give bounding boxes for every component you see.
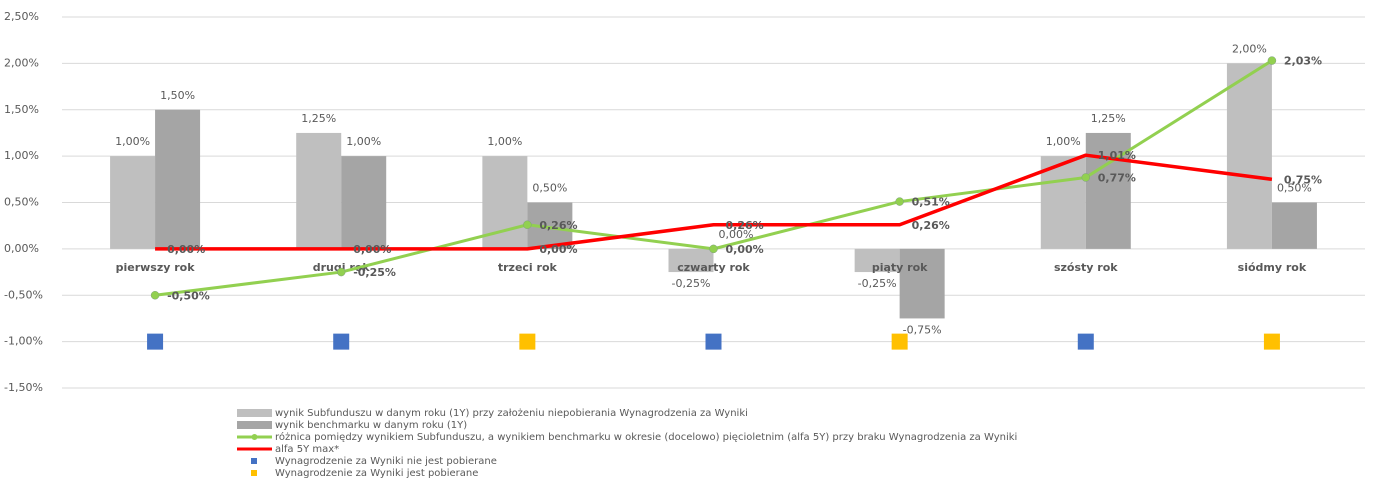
bar-value-label: -0,25% xyxy=(672,277,711,290)
y-tick-label: 0,00% xyxy=(4,242,39,255)
marker-square xyxy=(891,333,908,350)
x-tick-label: szósty rok xyxy=(1054,261,1118,274)
line-marker xyxy=(523,220,532,230)
bar-value-label: 0,50% xyxy=(1277,182,1312,195)
x-tick-label: czwarty rok xyxy=(677,261,750,274)
legend-swatch xyxy=(251,434,258,440)
marker-square xyxy=(705,333,722,350)
y-tick-label: 1,00% xyxy=(4,149,39,162)
bar-value-label: 1,00% xyxy=(115,135,150,148)
line-value-label: 0,00% xyxy=(167,243,205,256)
bar-value-label: 0,00% xyxy=(719,228,754,241)
line-value-label: -0,25% xyxy=(353,266,396,279)
bar-value-label: 0,50% xyxy=(532,182,567,195)
x-tick-label: trzeci rok xyxy=(498,261,558,274)
legend-label: różnica pomiędzy wynikiem Subfunduszu, a… xyxy=(275,431,1017,443)
bar-value-label: -0,25% xyxy=(858,277,897,290)
legend-label: Wynagrodzenie za Wyniki jest pobierane xyxy=(275,468,478,479)
bar xyxy=(1040,156,1086,249)
y-tick-label: 0,50% xyxy=(4,196,39,209)
legend-label: alfa 5Y max* xyxy=(275,444,339,455)
bar-value-label: 1,00% xyxy=(346,135,381,148)
line-value-label: 0,26% xyxy=(726,219,764,232)
legend-swatch xyxy=(251,458,257,464)
line-marker xyxy=(895,197,904,206)
line-marker xyxy=(1081,173,1091,182)
bar-value-label: 1,25% xyxy=(1091,112,1126,125)
line-value-label: 0,75% xyxy=(1284,173,1322,186)
bar xyxy=(1271,202,1317,249)
bar-value-label: 2,00% xyxy=(1232,42,1267,55)
bar xyxy=(854,248,900,273)
line-value-label: 2,03% xyxy=(1284,55,1322,68)
line-value-label: 0,00% xyxy=(539,243,577,256)
bar-value-label: 1,00% xyxy=(1046,135,1081,148)
legend-swatch xyxy=(251,470,257,476)
bar xyxy=(668,248,714,273)
line-value-label: 0,77% xyxy=(1098,171,1136,184)
legend-swatch xyxy=(237,409,272,417)
line xyxy=(155,153,1273,251)
line-value-label: 1,01% xyxy=(1098,149,1136,162)
line-value-label: 0,26% xyxy=(912,219,950,232)
marker-square xyxy=(1077,333,1094,350)
bar xyxy=(296,132,342,249)
x-tick-label: drugi rok xyxy=(313,261,371,274)
legend-label: wynik Subfunduszu w danym roku (1Y) przy… xyxy=(275,408,748,419)
line-marker xyxy=(709,244,718,254)
marker-square xyxy=(147,333,164,350)
bar xyxy=(155,109,201,249)
x-tick-label: pierwszy rok xyxy=(116,261,196,274)
x-tick-label: piąty rok xyxy=(872,261,928,274)
y-tick-label: -1,50% xyxy=(4,381,43,394)
bar-value-label: 1,50% xyxy=(160,89,195,102)
bar-value-label: -0,75% xyxy=(903,323,942,336)
line-marker xyxy=(1267,56,1277,65)
x-tick-label: siódmy rok xyxy=(1238,261,1307,274)
line-marker xyxy=(150,291,160,300)
bar xyxy=(110,156,156,249)
bar xyxy=(1226,63,1272,249)
legend-label: wynik benchmarku w danym roku (1Y) xyxy=(275,420,467,431)
line-value-label: 0,26% xyxy=(539,219,577,232)
y-tick-label: -0,50% xyxy=(4,288,43,301)
bar-value-label: 1,00% xyxy=(487,135,522,148)
bar xyxy=(899,248,945,319)
line-value-label: -0,50% xyxy=(167,289,210,302)
line-value-label: 0,51% xyxy=(912,196,950,209)
line-marker xyxy=(336,267,346,277)
y-tick-label: 1,50% xyxy=(4,103,39,116)
marker-square xyxy=(519,333,536,350)
legend-label: Wynagrodzenie za Wyniki nie jest pobiera… xyxy=(275,456,497,467)
y-tick-label: 2,00% xyxy=(4,56,39,69)
legend-swatch xyxy=(237,421,272,429)
y-tick-label: -1,00% xyxy=(4,335,43,348)
line-value-label: 0,00% xyxy=(726,243,764,256)
y-tick-label: 2,50% xyxy=(4,10,39,23)
bar-value-label: 1,25% xyxy=(301,112,336,125)
line-value-label: 0,00% xyxy=(353,243,391,256)
marker-square xyxy=(333,333,350,350)
bar xyxy=(341,156,387,249)
marker-square xyxy=(1263,333,1280,350)
